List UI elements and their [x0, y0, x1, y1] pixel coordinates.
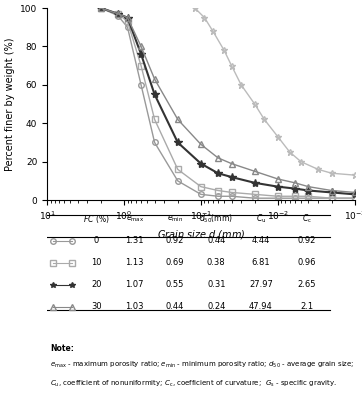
Text: 4.44: 4.44 [252, 236, 270, 245]
Text: 1.03: 1.03 [126, 302, 144, 311]
Text: 2.1: 2.1 [300, 302, 313, 311]
Text: $d_{50}$(mm): $d_{50}$(mm) [199, 212, 233, 225]
Text: $C_{\mathrm{u}}$: $C_{\mathrm{u}}$ [256, 212, 266, 225]
Text: 1.31: 1.31 [126, 236, 144, 245]
Text: $FC$ (%): $FC$ (%) [83, 212, 110, 224]
Text: 30: 30 [91, 302, 102, 311]
Text: $C_{\mathrm{u}}$, coefficient of nonuniformity; $C_{\mathrm{c}}$, coefficient of: $C_{\mathrm{u}}$, coefficient of nonunif… [50, 379, 337, 389]
Text: 0.92: 0.92 [298, 236, 316, 245]
Text: 0.69: 0.69 [165, 258, 184, 267]
Text: $C_{\mathrm{c}}$: $C_{\mathrm{c}}$ [302, 212, 312, 225]
Text: $e_{\mathrm{max}}$ - maximum porosity ratio; $e_{\mathrm{min}}$ - minimum porosi: $e_{\mathrm{max}}$ - maximum porosity ra… [50, 359, 355, 370]
Text: 0.31: 0.31 [207, 280, 226, 289]
Text: 0.38: 0.38 [207, 258, 226, 267]
Text: 0.96: 0.96 [298, 258, 316, 267]
Text: 0.55: 0.55 [165, 280, 184, 289]
Text: 47.94: 47.94 [249, 302, 273, 311]
Text: 1.07: 1.07 [126, 280, 144, 289]
X-axis label: Grain size $d$ (mm): Grain size $d$ (mm) [157, 228, 245, 241]
Text: $e_{\mathrm{min}}$: $e_{\mathrm{min}}$ [167, 213, 183, 224]
Text: 1.13: 1.13 [126, 258, 144, 267]
Text: 2.65: 2.65 [298, 280, 316, 289]
Text: 10: 10 [91, 258, 102, 267]
Text: 6.81: 6.81 [252, 258, 270, 267]
Text: 0.24: 0.24 [207, 302, 226, 311]
Y-axis label: Percent finer by weight (%): Percent finer by weight (%) [5, 37, 14, 171]
Text: $e_{\mathrm{max}}$: $e_{\mathrm{max}}$ [126, 213, 144, 224]
Text: 0.92: 0.92 [165, 236, 184, 245]
Text: 27.97: 27.97 [249, 280, 273, 289]
Text: 0: 0 [94, 236, 99, 245]
Text: 0.44: 0.44 [165, 302, 184, 311]
Text: Note:: Note: [50, 344, 74, 353]
Text: 0.44: 0.44 [207, 236, 226, 245]
Text: 20: 20 [91, 280, 102, 289]
